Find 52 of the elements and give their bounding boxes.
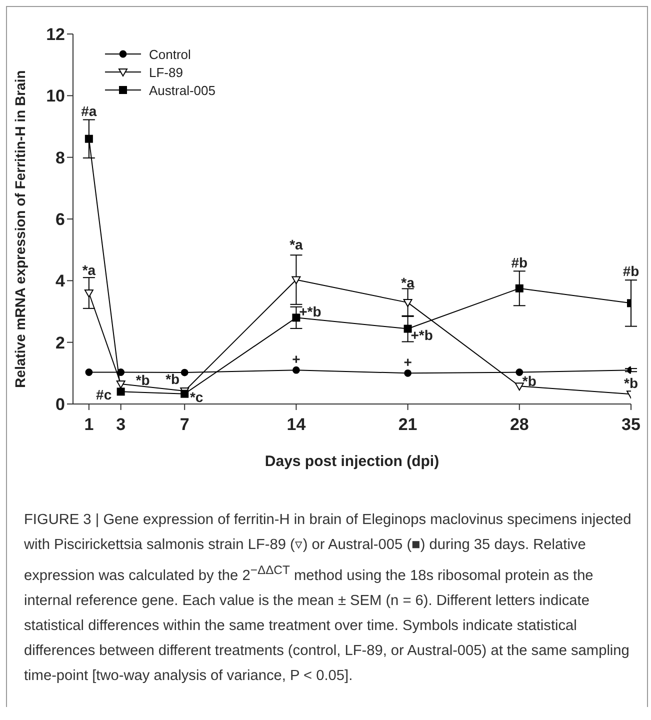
legend-label: Austral-005 — [149, 82, 216, 98]
y-tick-label: 4 — [56, 272, 66, 291]
point — [85, 368, 93, 376]
annotation: *b — [136, 372, 150, 388]
annotation: #b — [622, 263, 640, 280]
point — [292, 276, 301, 284]
point — [515, 284, 524, 292]
y-tick-label: 2 — [56, 333, 65, 352]
x-tick-label: 14 — [286, 415, 306, 434]
point — [403, 299, 412, 308]
x-tick-label: 7 — [180, 415, 190, 434]
annotation: *a — [82, 262, 96, 278]
point — [116, 380, 126, 388]
point — [292, 314, 300, 322]
annotation: *b — [522, 373, 536, 390]
y-tick-label: 6 — [56, 210, 65, 230]
annotation: #c — [96, 386, 112, 403]
point — [514, 382, 524, 391]
y-tick-label: 0 — [56, 395, 65, 414]
annotation: #a — [81, 102, 97, 119]
point — [117, 368, 125, 376]
point — [516, 368, 524, 376]
annotation: + — [292, 351, 300, 368]
x-tick-label: 28 — [510, 415, 529, 434]
annotation: *c — [190, 388, 204, 405]
annotation: *a — [290, 236, 304, 253]
annotation: +*b — [299, 304, 322, 320]
annotation: #b — [511, 254, 528, 270]
point — [84, 134, 93, 143]
annotation: +*b — [410, 326, 433, 343]
point — [84, 290, 94, 298]
x-axis-title: Days post injection (dpi) — [264, 453, 440, 470]
y-tick-label: 10 — [46, 86, 65, 106]
annotation: *b — [624, 375, 638, 392]
point — [404, 369, 412, 377]
point — [180, 368, 188, 376]
x-tick-label: 35 — [622, 415, 640, 434]
x-tick-label: 3 — [116, 415, 126, 434]
point — [116, 388, 125, 396]
point — [404, 324, 412, 333]
annotation: *b — [166, 371, 180, 388]
x-tick-label: 1 — [84, 415, 94, 434]
legend-label: Control — [149, 46, 191, 62]
y-axis-title: Relative mRNA expression of Ferritin-H in Brain — [12, 70, 28, 388]
annotation: + — [404, 354, 412, 370]
x-tick-label: 21 — [398, 415, 418, 434]
y-tick-label: 12 — [46, 25, 65, 44]
legend-label: LF-89 — [149, 64, 183, 80]
annotation: *a — [401, 274, 415, 291]
text: FIGURE 3 | Gene expression of ferritin-H in brain of Eleginops maclovinus specimens injected with Piscirickettsia salmonis strain LF-89 (▿) or Austral-005 (■) during 35 days. Relative expression was calculated by the 2$^{−ΔΔCT}$ method using the 18s ribosomal protein as the internal reference gene. Each value is the mean ± SEM (n = 6). Different letters indicate statistical differences within the same treatment over time. Symbols indicate statistical differences between different treatments (control, LF-89, or Austral-005) at the same sampling time-point [two-way analysis of variance, P < 0.05]. — [24, 512, 632, 684]
point — [292, 366, 300, 374]
y-tick-label: 8 — [56, 148, 65, 168]
